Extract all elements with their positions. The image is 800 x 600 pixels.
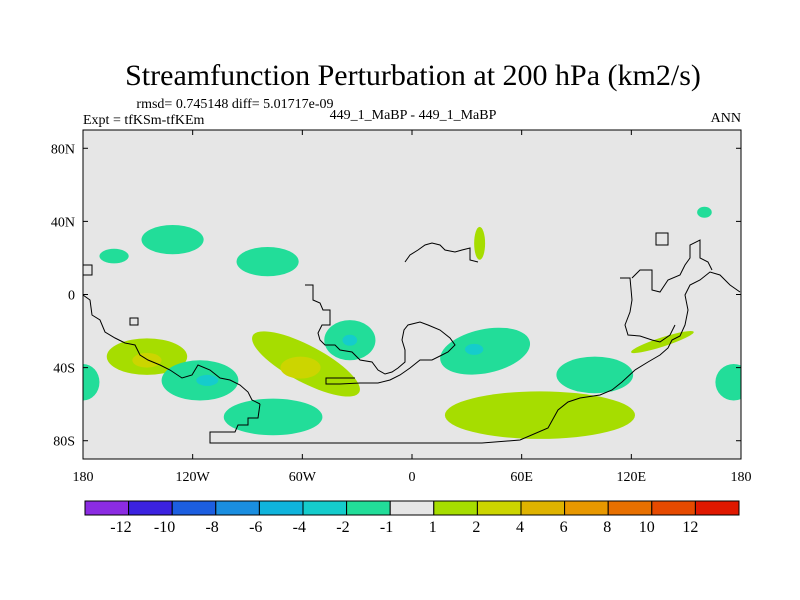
- colorbar-swatch: [84, 500, 130, 516]
- coastline-australia: [620, 277, 676, 343]
- contour-region-indian-ocean-south-east: [556, 356, 634, 394]
- contour-region-south-pacific-west-core: [132, 352, 162, 368]
- axis-ticks: 180 120W 60W 0 60E 120E 180 80N 40N 0 40S 80S: [51, 130, 752, 485]
- contour-region-indian-ocean-south: [444, 391, 635, 439]
- colorbar-label: 6: [560, 519, 568, 536]
- coastline-antarctic-peninsula: [129, 317, 139, 326]
- x-tick-label: 180: [73, 470, 94, 485]
- colorbar-label: 4: [516, 519, 524, 536]
- colorbar-swatch: [389, 500, 435, 516]
- contour-region-pacific-subtropical-north: [99, 248, 129, 264]
- colorbar-label: 1: [429, 519, 437, 536]
- stats-line: rmsd= 0.745148 diff= 5.01717e-09: [136, 97, 333, 112]
- colorbar-label: 10: [639, 519, 655, 536]
- y-tick-label: 40N: [51, 215, 75, 230]
- contour-region-central-pacific-north: [141, 225, 204, 255]
- colorbar-label: -10: [154, 519, 175, 536]
- colorbar-swatch: [694, 500, 740, 516]
- colorbar-swatch: [476, 500, 522, 516]
- colorbar-swatch: [433, 500, 478, 516]
- contour-region-sea-of-okhotsk: [697, 206, 712, 218]
- contour-region-far-southwest-pacific: [83, 363, 100, 401]
- chart-title: Streamfunction Perturbation at 200 hPa (…: [125, 59, 701, 92]
- colorbar-label: -4: [293, 519, 306, 536]
- map-panel: 180 120W 60W 0 60E 120E 180 80N 40N 0 40S 80S: [51, 129, 752, 485]
- contour-region-south-america-band-core: [280, 356, 321, 379]
- coastline-south-america: [305, 284, 456, 385]
- colorbar-swatch: [520, 500, 566, 516]
- colorbar-label: -1: [380, 519, 393, 536]
- x-tick-label: 60W: [289, 470, 317, 485]
- x-tick-label: 60E: [510, 470, 533, 485]
- colorbar-label: -6: [249, 519, 262, 536]
- coastline-africa: [404, 242, 479, 263]
- season-label: ANN: [711, 111, 741, 126]
- colorbar-label: -8: [205, 519, 218, 536]
- y-tick-label: 80S: [53, 435, 75, 450]
- colorbar-swatch: [564, 500, 609, 516]
- contour-region-south-pacific-central-core: [196, 374, 219, 386]
- coastlines: [83, 232, 741, 444]
- colorbar-label: -2: [336, 519, 349, 536]
- coastline-asia: [631, 232, 713, 293]
- contour-region-southern-africa-core: [465, 343, 484, 355]
- x-tick-label: 120E: [617, 470, 647, 485]
- x-tick-label: 120W: [176, 470, 211, 485]
- experiment-line: Expt = tfKSm-tfKEm: [83, 113, 205, 128]
- contour-region-patagonia-negative: [223, 398, 323, 436]
- colorbar-swatch: [171, 500, 217, 516]
- x-tick-label: 0: [409, 470, 416, 485]
- y-tick-label: 0: [68, 289, 75, 304]
- case-label: 449_1_MaBP - 449_1_MaBP: [330, 108, 497, 123]
- x-tick-label: 180: [731, 470, 752, 485]
- map-background: [83, 130, 741, 459]
- colorbar-label: 2: [472, 519, 480, 536]
- colorbar-swatch: [346, 500, 391, 516]
- colorbar-label: 12: [682, 519, 698, 536]
- y-tick-label: 80N: [51, 142, 75, 157]
- contour-region-far-southeast-pacific: [715, 363, 741, 401]
- colorbar-swatch: [607, 500, 653, 516]
- contour-region-southern-africa: [440, 327, 531, 375]
- colorbar-label: 8: [603, 519, 611, 536]
- coastline-central-america: [83, 264, 261, 405]
- colorbar-swatch: [302, 500, 348, 516]
- contour-region-east-pacific-north: [236, 246, 299, 277]
- coastline-south-tip: [209, 271, 741, 444]
- contour-fills: [83, 206, 741, 439]
- y-tick-label: 40S: [53, 362, 75, 377]
- colorbar: -12 -10 -8 -6 -4 -2 -1 1 2 4 6 8 10 12: [84, 500, 740, 536]
- contour-region-south-atlantic-west-core: [342, 334, 358, 346]
- contour-region-red-sea-region: [474, 226, 486, 260]
- colorbar-label: -12: [110, 519, 131, 536]
- colorbar-swatch: [128, 500, 173, 516]
- colorbar-swatch: [215, 500, 260, 516]
- colorbar-swatch: [258, 500, 304, 516]
- colorbar-swatch: [651, 500, 696, 516]
